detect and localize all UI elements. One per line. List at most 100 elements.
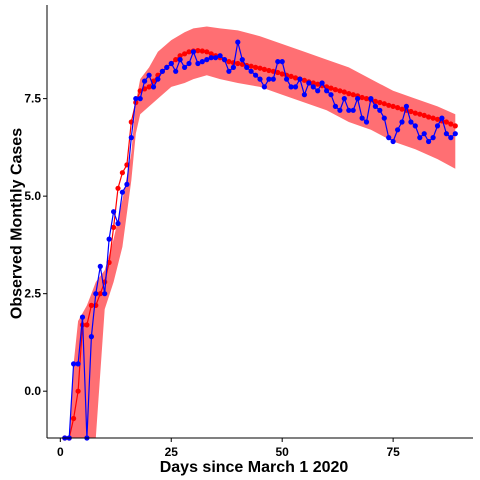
fitted-point — [173, 57, 179, 63]
fitted-point — [390, 103, 396, 109]
observed-point — [275, 59, 281, 65]
observed-point — [395, 127, 401, 133]
observed-point — [173, 68, 179, 74]
fitted-point — [421, 112, 427, 118]
fitted-point — [199, 48, 205, 54]
fitted-point — [412, 110, 418, 116]
fitted-point — [275, 69, 281, 76]
fitted-point — [84, 322, 90, 328]
fitted-point — [430, 115, 436, 121]
observed-point — [159, 68, 165, 74]
observed-point — [79, 314, 86, 320]
ticks: 0 25 50 75 0.0 2.5 5.0 7.5 — [24, 92, 400, 459]
fitted-point — [363, 96, 370, 102]
x-axis-title: Days since March 1 2020 — [160, 459, 349, 476]
x-tick-label: 0 — [57, 445, 64, 459]
observed-point — [244, 64, 250, 70]
fitted-point — [146, 84, 152, 90]
observed-point — [155, 76, 161, 82]
observed-point — [315, 88, 321, 94]
observed-point — [168, 60, 174, 67]
observed-point — [390, 138, 396, 145]
fitted-point — [372, 98, 378, 104]
fitted-point — [226, 59, 232, 65]
x-tick-label: 75 — [386, 445, 400, 459]
fitted-point — [279, 71, 285, 77]
observed-point — [142, 78, 148, 84]
observed-point — [439, 115, 445, 121]
observed-point — [204, 57, 210, 63]
fitted-point — [310, 80, 316, 86]
observed-point — [75, 361, 81, 367]
fitted-point — [204, 49, 210, 55]
observed-point — [119, 189, 125, 195]
fitted-point — [186, 49, 192, 55]
observed-point — [133, 96, 139, 102]
observed-point — [412, 123, 418, 129]
observed-point — [239, 57, 245, 63]
observed-point — [443, 131, 449, 137]
fitted-point — [359, 94, 365, 101]
fitted-point — [395, 105, 401, 111]
observed-point — [363, 119, 370, 125]
x-tick-label: 25 — [165, 445, 179, 459]
observed-point — [111, 209, 117, 215]
fitted-point — [381, 101, 387, 107]
observed-point — [368, 96, 374, 102]
fitted-point — [115, 185, 121, 191]
fitted-point — [292, 75, 299, 81]
observed-point — [319, 80, 325, 86]
observed-point — [248, 68, 254, 74]
observed-point — [403, 103, 409, 109]
observed-point — [301, 92, 307, 98]
fitted-point — [386, 102, 392, 108]
fitted-point — [426, 114, 432, 120]
fitted-point — [71, 415, 77, 422]
observed-point — [350, 107, 356, 113]
observed-point — [226, 68, 232, 74]
observed-point — [377, 107, 383, 113]
observed-point — [217, 53, 223, 59]
observed-point — [97, 263, 103, 269]
fitted-point — [195, 48, 201, 54]
observed-point — [341, 96, 347, 102]
observed-point — [399, 119, 405, 125]
observed-point — [324, 88, 330, 94]
observed-point — [137, 96, 143, 102]
observed-point — [190, 49, 196, 55]
observed-point — [199, 59, 205, 65]
observed-point — [128, 135, 134, 141]
fitted-point — [75, 388, 81, 394]
observed-point — [337, 107, 343, 113]
observed-point — [292, 84, 299, 90]
observed-point — [421, 131, 427, 137]
fitted-point — [257, 65, 263, 71]
observed-point — [297, 76, 303, 82]
observed-point — [417, 135, 423, 141]
fitted-point — [288, 73, 294, 79]
observed-point — [310, 84, 316, 90]
fitted-point — [408, 108, 414, 115]
observed-point — [88, 334, 94, 340]
fitted-point — [443, 119, 449, 125]
observed-point — [381, 115, 387, 121]
fitted-point — [341, 89, 347, 95]
fitted-point — [261, 66, 267, 72]
fitted-point — [337, 88, 343, 94]
fitted-point — [399, 106, 405, 112]
observed-point — [93, 291, 99, 297]
observed-point — [221, 57, 228, 63]
observed-point — [359, 115, 365, 121]
observed-point — [284, 76, 290, 82]
fitted-point — [248, 63, 254, 69]
fitted-point — [253, 64, 259, 70]
observed-point — [150, 84, 157, 90]
observed-point — [102, 291, 108, 297]
observed-point — [332, 103, 338, 109]
y-tick-label: 0.0 — [24, 384, 41, 398]
fitted-point — [177, 53, 183, 59]
y-tick-label: 2.5 — [24, 287, 41, 301]
fitted-point — [448, 121, 454, 127]
fitted-point — [208, 51, 214, 57]
